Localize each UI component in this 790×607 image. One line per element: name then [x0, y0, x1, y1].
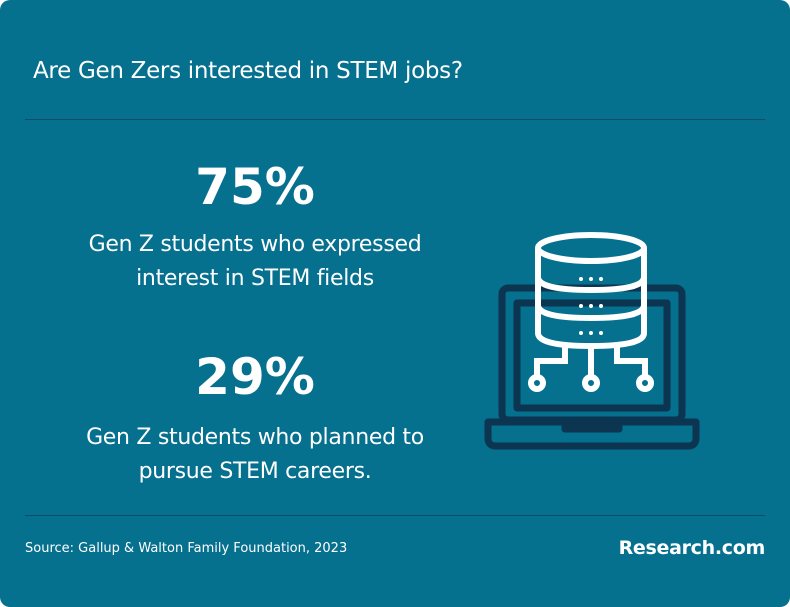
source: Source: Gallup & Walton Family Foundatio…: [25, 541, 348, 556]
divider: [25, 515, 765, 516]
brand-logo: Research.com: [618, 537, 766, 559]
title: Are Gen Zers interested in STEM jobs?: [33, 58, 463, 84]
divider: [25, 119, 765, 120]
stat-value: 75%: [195, 158, 315, 216]
stat-label: Gen Z students who expressed interest in…: [88, 232, 422, 291]
stat-value: 29%: [195, 348, 315, 406]
stat-label: Gen Z students who planned to pursue STE…: [86, 425, 424, 484]
laptop-database-icon: [484, 232, 700, 450]
